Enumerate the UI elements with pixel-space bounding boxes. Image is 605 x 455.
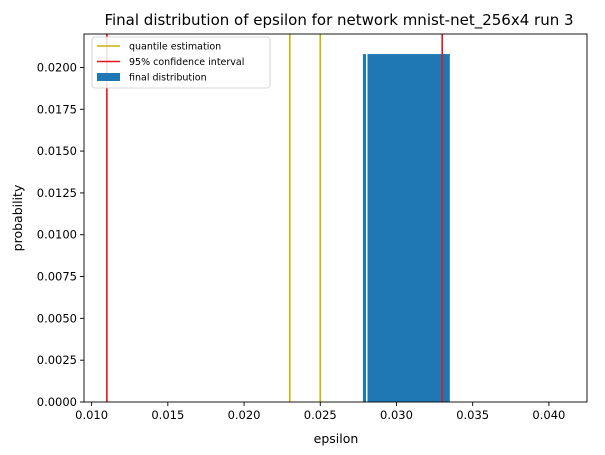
x-tick-label-6: 0.040 (532, 408, 565, 422)
distribution-bar-1 (367, 54, 450, 403)
y-tick-label-1: 0.0025 (37, 353, 77, 367)
x-tick-label-2: 0.020 (228, 408, 261, 422)
legend-swatch-2 (97, 73, 120, 81)
y-tick-label-5: 0.0125 (37, 186, 77, 200)
y-tick-label-3: 0.0075 (37, 270, 77, 284)
axes-frame (83, 33, 588, 403)
x-tick-label-1: 0.015 (151, 408, 184, 422)
x-tick-label-3: 0.025 (304, 408, 337, 422)
y-tick-label-2: 0.0050 (37, 311, 77, 325)
legend-label-2: final distribution (129, 73, 207, 84)
chart-title: Final distribution of epsilon for networ… (104, 11, 573, 30)
y-tick-label-8: 0.0200 (37, 60, 77, 74)
x-tick-label-5: 0.035 (456, 408, 489, 422)
x-tick-label-4: 0.030 (380, 408, 413, 422)
x-tick-label-0: 0.010 (75, 408, 108, 422)
plot-area: 0.010 0.015 0.020 0.025 0.030 0.035 0.040 0.000… (37, 33, 588, 422)
y-tick-label-0: 0.0000 (37, 395, 77, 409)
y-tick-label-4: 0.0100 (37, 228, 77, 242)
legend-label-1: 95% confidence interval (129, 57, 244, 68)
legend-box (91, 36, 271, 89)
legend-label-0: quantile estimation (129, 42, 221, 53)
legend: quantile estimation 95% confidence interv… (91, 36, 271, 89)
x-axis-label: epsilon (314, 431, 359, 446)
distribution-bar-0 (362, 54, 366, 403)
y-tick-label-6: 0.0150 (37, 144, 77, 158)
y-tick-label-7: 0.0175 (37, 102, 77, 116)
y-axis-label: probability (10, 184, 25, 251)
